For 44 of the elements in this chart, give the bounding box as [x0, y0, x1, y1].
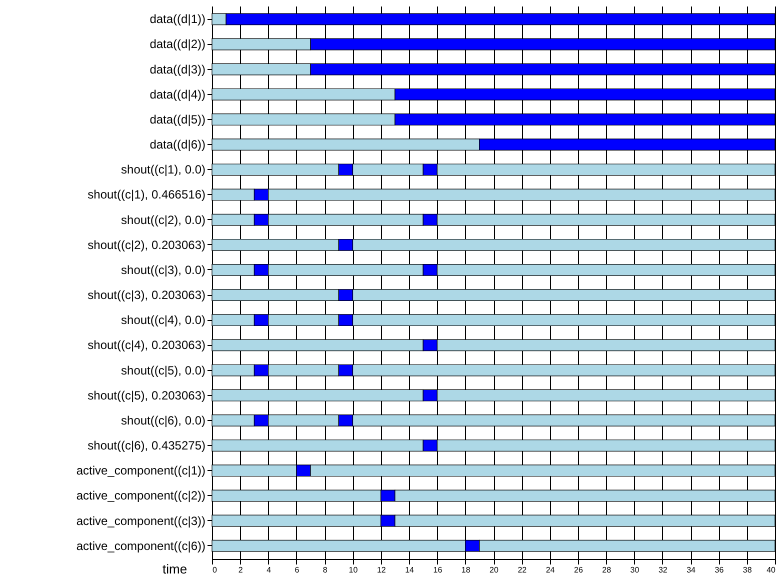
y-tick-label: active_component((c|6)) [76, 538, 206, 553]
y-tick-label: shout((c|1), 0.466516) [88, 188, 206, 202]
x-tick-label: 18 [461, 566, 471, 574]
x-tick-label: 14 [405, 566, 415, 574]
x-tick-label: 40 [766, 566, 776, 574]
x-tick-label: 6 [294, 566, 300, 574]
y-tick-label: active_component((c|3)) [76, 514, 206, 528]
x-axis-title: time [162, 562, 188, 576]
y-tick-label: shout((c|1), 0.0) [121, 162, 206, 177]
y-tick-label: shout((c|5), 0.0) [121, 363, 206, 378]
y-tick-label: shout((c|5), 0.203063) [88, 388, 206, 402]
y-tick-label: shout((c|2), 0.203063) [88, 238, 206, 252]
x-tick-label: 38 [742, 566, 752, 574]
x-tick-label: 0 [212, 566, 218, 574]
x-tick-label: 34 [686, 566, 696, 574]
x-tick-label: 32 [658, 566, 668, 574]
y-tick-label: data((d|1)) [150, 12, 206, 26]
y-tick-label: shout((c|4), 0.0) [121, 313, 206, 328]
y-tick-label: shout((c|6), 0.435275) [88, 438, 206, 453]
x-tick-label: 8 [322, 566, 328, 574]
x-tick-label: 30 [630, 566, 640, 574]
y-tick-label: data((d|5)) [150, 112, 206, 126]
y-tick-label: shout((c|3), 0.203063) [88, 288, 206, 302]
x-tick-label: 26 [574, 566, 584, 574]
x-tick-label: 16 [433, 566, 443, 574]
x-tick-label: 12 [376, 566, 386, 574]
y-tick-label: active_component((c|1)) [76, 464, 206, 478]
y-tick-label: shout((c|3), 0.0) [121, 262, 206, 277]
x-tick-label: 24 [546, 566, 556, 574]
x-tick-label: 20 [490, 566, 499, 574]
y-tick-label: shout((c|6), 0.0) [121, 413, 206, 428]
y-tick-label: data((d|3)) [150, 62, 206, 76]
y-tick-label: data((d|2)) [150, 37, 206, 52]
y-tick-label: shout((c|4), 0.203063) [88, 338, 206, 352]
y-tick-label: shout((c|2), 0.0) [121, 212, 206, 227]
x-tick-label: 28 [602, 566, 612, 574]
y-tick-label: active_component((c|2)) [76, 488, 206, 503]
x-tick-label: 10 [348, 566, 358, 574]
x-tick-label: 22 [518, 566, 528, 574]
x-tick-label: 2 [238, 566, 244, 574]
y-tick-label: data((d|4)) [150, 87, 206, 102]
x-tick-label: 4 [266, 566, 272, 574]
y-tick-label: data((d|6)) [150, 138, 206, 152]
x-tick-label: 36 [714, 566, 724, 574]
